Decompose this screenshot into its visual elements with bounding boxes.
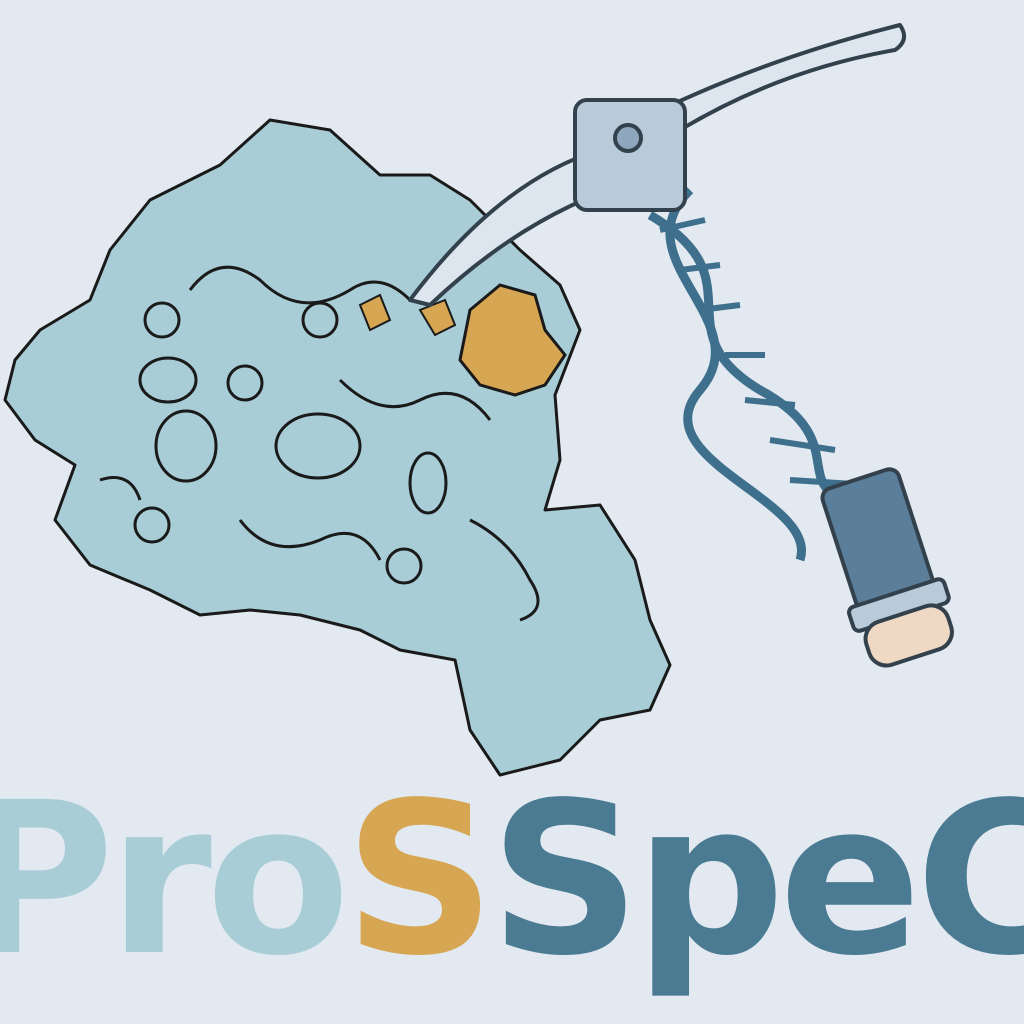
pickaxe-icon (408, 23, 954, 668)
protein-body (3, 118, 672, 777)
active-site-patch (458, 283, 567, 397)
wordmark: Pro S SpeC (0, 770, 1024, 990)
active-site-patch-small (358, 293, 392, 332)
wordmark-part-s: S (344, 757, 495, 1002)
wordmark-part-pro: Pro (0, 757, 350, 1002)
active-site-patch-small-2 (418, 298, 457, 337)
wordmark-part-spec: SpeC (489, 757, 1024, 1002)
protein-surface-icon (3, 118, 672, 777)
